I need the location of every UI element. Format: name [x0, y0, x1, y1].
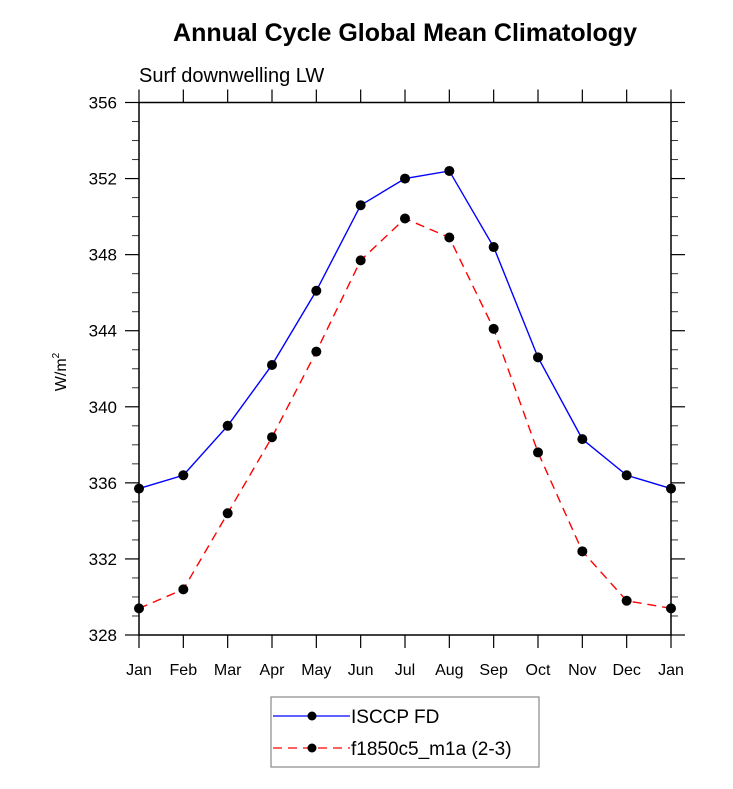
svg-text:W/m2: W/m2 — [51, 352, 70, 391]
plot-frame — [138, 101, 672, 636]
x-tick-label: May — [301, 662, 331, 679]
data-point-series-1 — [533, 447, 543, 458]
series-lines — [138, 170, 672, 610]
data-point-series-0 — [355, 200, 366, 211]
data-point-series-0 — [400, 173, 410, 184]
y-tick-label: 344 — [89, 322, 117, 341]
chart-subtitle: Surf downwelling LW — [139, 65, 324, 87]
data-point-series-1 — [444, 232, 455, 243]
y-tick-label: 336 — [89, 474, 117, 493]
data-point-series-0 — [311, 285, 322, 296]
data-point-series-0 — [178, 470, 189, 481]
y-tick-label: 352 — [89, 170, 117, 189]
data-point-series-1 — [400, 213, 410, 224]
x-tick-label: Jan — [126, 662, 152, 679]
y-tick-label: 340 — [89, 398, 117, 417]
data-point-series-1 — [222, 508, 233, 519]
legend-label-f1850c5: f1850c5_m1a (2-3) — [351, 739, 512, 760]
y-tick-label: 328 — [89, 626, 117, 645]
data-point-series-0 — [222, 420, 233, 431]
x-tick-label: Jun — [348, 662, 374, 679]
data-point-series-1 — [311, 346, 322, 357]
x-tick-label: Feb — [170, 662, 198, 679]
data-markers — [134, 165, 676, 614]
x-tick-label: Nov — [568, 662, 596, 679]
x-tick-label: Aug — [435, 662, 463, 679]
series-line-1 — [138, 217, 672, 610]
legend: ISCCP FD f1850c5_m1a (2-3) — [270, 696, 540, 768]
data-point-series-1 — [178, 584, 189, 595]
data-point-series-1 — [267, 432, 277, 443]
legend-entry-f1850c5: f1850c5_m1a (2-3) — [273, 739, 512, 760]
legend-label-isccp: ISCCP FD — [351, 707, 439, 728]
y-axis-label-text: W/m — [53, 358, 70, 391]
x-tick-label: Jul — [395, 662, 415, 679]
x-tick-label: Oct — [526, 662, 551, 679]
x-tick-label: Mar — [214, 662, 242, 679]
data-point-series-1 — [488, 323, 499, 334]
data-point-series-0 — [577, 434, 588, 445]
data-point-series-0 — [621, 470, 632, 481]
y-tick-label: 348 — [89, 246, 117, 265]
data-point-series-0 — [267, 359, 277, 370]
y-tick-label: 332 — [89, 550, 117, 569]
data-point-series-1 — [621, 595, 632, 606]
legend-marker-isccp — [307, 711, 317, 721]
data-point-series-0 — [444, 165, 455, 176]
y-axis-label: W/m2 — [51, 352, 70, 391]
data-point-series-0 — [533, 352, 543, 363]
x-tick-label: Dec — [612, 662, 640, 679]
data-point-series-1 — [355, 255, 366, 266]
x-tick-label: Jan — [658, 662, 684, 679]
x-tick-label: Sep — [479, 662, 508, 679]
legend-entry-isccp: ISCCP FD — [273, 707, 439, 728]
data-point-series-0 — [488, 242, 499, 253]
axis-tick-labels: 328 332 336 340 344 348 352 356 Jan Feb Mar Apr May J… — [89, 94, 684, 680]
data-point-series-1 — [577, 546, 588, 557]
legend-marker-f1850c5 — [307, 743, 317, 753]
y-tick-label: 356 — [89, 94, 117, 113]
axis-ticks — [125, 89, 685, 648]
legend-box — [270, 696, 540, 768]
y-axis-label-superscript: 2 — [51, 352, 62, 358]
x-tick-label: Apr — [260, 662, 286, 679]
chart-title: Annual Cycle Global Mean Climatology — [173, 19, 637, 47]
